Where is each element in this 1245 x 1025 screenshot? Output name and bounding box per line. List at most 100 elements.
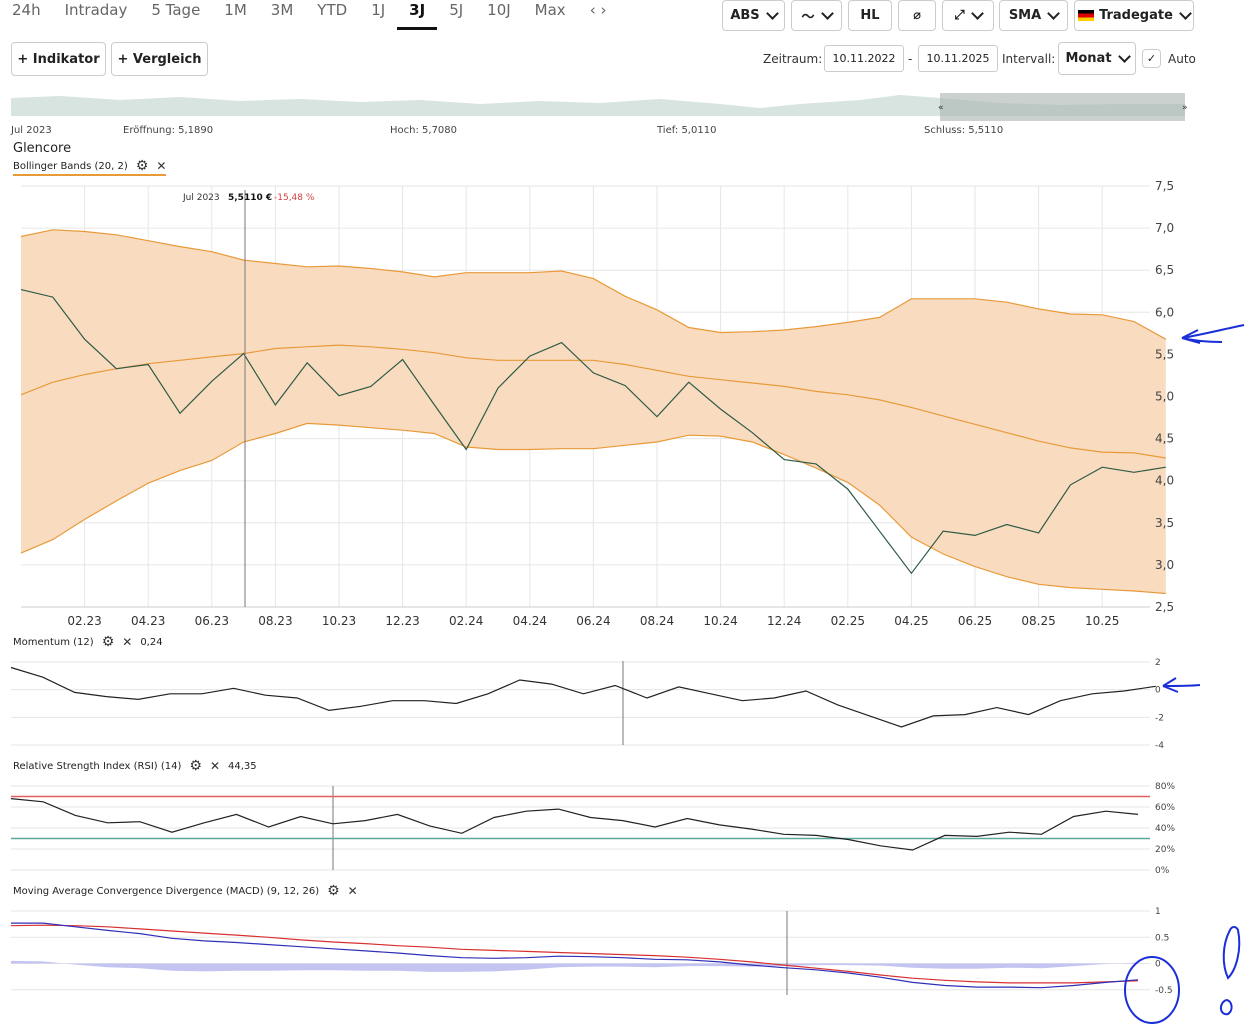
x-tick-label: 12.24: [767, 614, 801, 628]
close-icon[interactable]: ✕: [347, 884, 358, 898]
date-from-input[interactable]: 10.11.2022: [824, 45, 904, 72]
y-tick-label: 2,5: [1155, 600, 1174, 614]
macd-indicator-label: Moving Average Convergence Divergence (M…: [13, 884, 358, 898]
tab-max[interactable]: Max: [534, 1, 566, 19]
price-chart[interactable]: Jul 2023 5,5110 € -15,48 % 7,5 7,0 6,5 6,0 5…: [0, 180, 1245, 630]
draw-line-icon: ⤢: [954, 8, 965, 23]
y-tick-label: 80%: [1155, 782, 1175, 792]
exchange-dropdown[interactable]: Tradegate: [1074, 0, 1194, 31]
x-tick-label: 08.25: [1021, 614, 1055, 628]
price-line: [20, 289, 1166, 575]
y-tick-label: 40%: [1155, 824, 1175, 834]
range-tabs: 24h Intraday 5 Tage 1M 3M YTD 1J 3J 5J 1…: [0, 0, 618, 30]
chevron-down-icon: [970, 7, 984, 20]
x-tick-label: 02.25: [831, 614, 865, 628]
y-tick-label: 7,5: [1155, 180, 1174, 193]
y-tick-label: 6,0: [1155, 305, 1174, 319]
close-icon[interactable]: ✕: [156, 159, 167, 173]
date-to-input[interactable]: 10.11.2025: [918, 45, 998, 72]
navigator-selection[interactable]: [940, 93, 1185, 121]
x-tick-label: 04.24: [513, 614, 547, 628]
momentum-title: Momentum (12): [13, 636, 94, 648]
y-tick-label: 3,0: [1155, 558, 1174, 572]
gear-icon[interactable]: ⚙: [135, 158, 149, 174]
y-tick-label: 2: [1155, 658, 1161, 668]
bollinger-band-fill: [21, 229, 1166, 594]
tab-5-tage[interactable]: 5 Tage: [151, 1, 201, 19]
x-tick-label: 08.24: [640, 614, 674, 628]
add-indicator-button[interactable]: + Indikator: [11, 42, 106, 76]
y-tick-label: 20%: [1155, 845, 1175, 855]
rsi-chart[interactable]: 80% 60% 40% 20% 0%: [0, 780, 1245, 875]
auto-checkbox[interactable]: ✓: [1142, 49, 1161, 68]
tab-24h[interactable]: 24h: [12, 1, 41, 19]
tab-10j[interactable]: 10J: [487, 1, 511, 19]
tab-scroll-icon[interactable]: ‹ ›: [589, 1, 607, 19]
tab-intraday[interactable]: Intraday: [64, 1, 128, 19]
rsi-current-value: 44,35: [228, 760, 257, 772]
abs-dropdown[interactable]: ABS: [722, 0, 785, 31]
add-compare-button[interactable]: + Vergleich: [111, 42, 208, 76]
tab-3m[interactable]: 3M: [270, 1, 294, 19]
close-icon[interactable]: ✕: [209, 759, 221, 773]
close-icon[interactable]: ✕: [122, 635, 133, 649]
hl-button[interactable]: HL: [848, 0, 892, 31]
gear-icon[interactable]: ⚙: [327, 883, 340, 899]
x-tick-label: 10.24: [703, 614, 737, 628]
navigator-left-handle[interactable]: «: [938, 103, 944, 113]
ruler-button[interactable]: ⌀: [898, 0, 936, 31]
stats-high: Hoch: 5,7080: [390, 125, 458, 136]
chevron-down-icon: [1117, 50, 1131, 63]
interval-dropdown[interactable]: Monat: [1058, 42, 1136, 75]
navigator-right-handle[interactable]: »: [1182, 103, 1188, 113]
y-tick-label: 5,0: [1155, 390, 1174, 404]
macd-line: [11, 922, 1139, 989]
y-tick-label: 7,0: [1155, 221, 1174, 235]
macd-signal-line: [10, 924, 1139, 984]
stats-close: Schluss: 5,5110: [924, 125, 1004, 136]
stats-low: Tief: 5,0110: [657, 125, 717, 136]
german-flag-icon: [1078, 10, 1095, 21]
chevron-down-icon: [765, 7, 779, 20]
gear-icon[interactable]: ⚙: [101, 634, 115, 650]
y-tick-label: 0.5: [1155, 933, 1169, 943]
y-tick-label: 0%: [1155, 866, 1170, 875]
line-chart-icon: 〜: [801, 10, 815, 25]
bollinger-label-text: Bollinger Bands (20, 2): [13, 160, 128, 172]
checkmark-icon: ✓: [1146, 52, 1157, 65]
tooltip-price: 5,5110 €: [228, 193, 272, 203]
navigator[interactable]: « »: [0, 88, 1245, 126]
tab-1j[interactable]: 1J: [371, 1, 386, 19]
bollinger-lower-line: [20, 422, 1166, 595]
macd-histogram: [11, 960, 1138, 972]
rsi-indicator-label: Relative Strength Index (RSI) (14) ⚙ ✕ 4…: [13, 759, 257, 773]
x-tick-label: 04.23: [131, 614, 165, 628]
sma-label: SMA: [1008, 8, 1042, 23]
y-tick-label: -4: [1155, 741, 1164, 750]
x-tick-label: 02.24: [449, 614, 483, 628]
zeitraum-label: Zeitraum:: [763, 52, 823, 66]
hl-label: HL: [860, 8, 880, 23]
momentum-chart[interactable]: 2 0 -2 -4: [0, 655, 1245, 750]
sma-dropdown[interactable]: SMA: [999, 0, 1068, 31]
macd-chart[interactable]: 1 0.5 0 -0.5: [0, 905, 1245, 1025]
tab-5j[interactable]: 5J: [449, 1, 464, 19]
y-tick-label: -2: [1155, 713, 1164, 723]
chevron-down-icon: [820, 7, 834, 20]
instrument-name: Glencore: [13, 141, 72, 156]
gear-icon[interactable]: ⚙: [189, 758, 202, 774]
tab-ytd[interactable]: YTD: [317, 1, 348, 19]
abs-label: ABS: [730, 8, 760, 23]
tab-1m[interactable]: 1M: [224, 1, 247, 19]
y-tick-label: 0: [1155, 960, 1161, 970]
x-tick-label: 06.23: [195, 614, 229, 628]
bollinger-upper-line: [20, 229, 1167, 340]
macd-title: Moving Average Convergence Divergence (M…: [13, 885, 320, 897]
chart-type-dropdown[interactable]: 〜: [791, 0, 842, 31]
x-tick-label: 06.24: [576, 614, 610, 628]
tab-3j[interactable]: 3J: [397, 0, 438, 30]
x-tick-label: 10.25: [1085, 614, 1119, 628]
x-tick-label: 06.25: [958, 614, 992, 628]
draw-tool-dropdown[interactable]: ⤢: [942, 0, 994, 31]
rsi-title: Relative Strength Index (RSI) (14): [13, 760, 182, 772]
